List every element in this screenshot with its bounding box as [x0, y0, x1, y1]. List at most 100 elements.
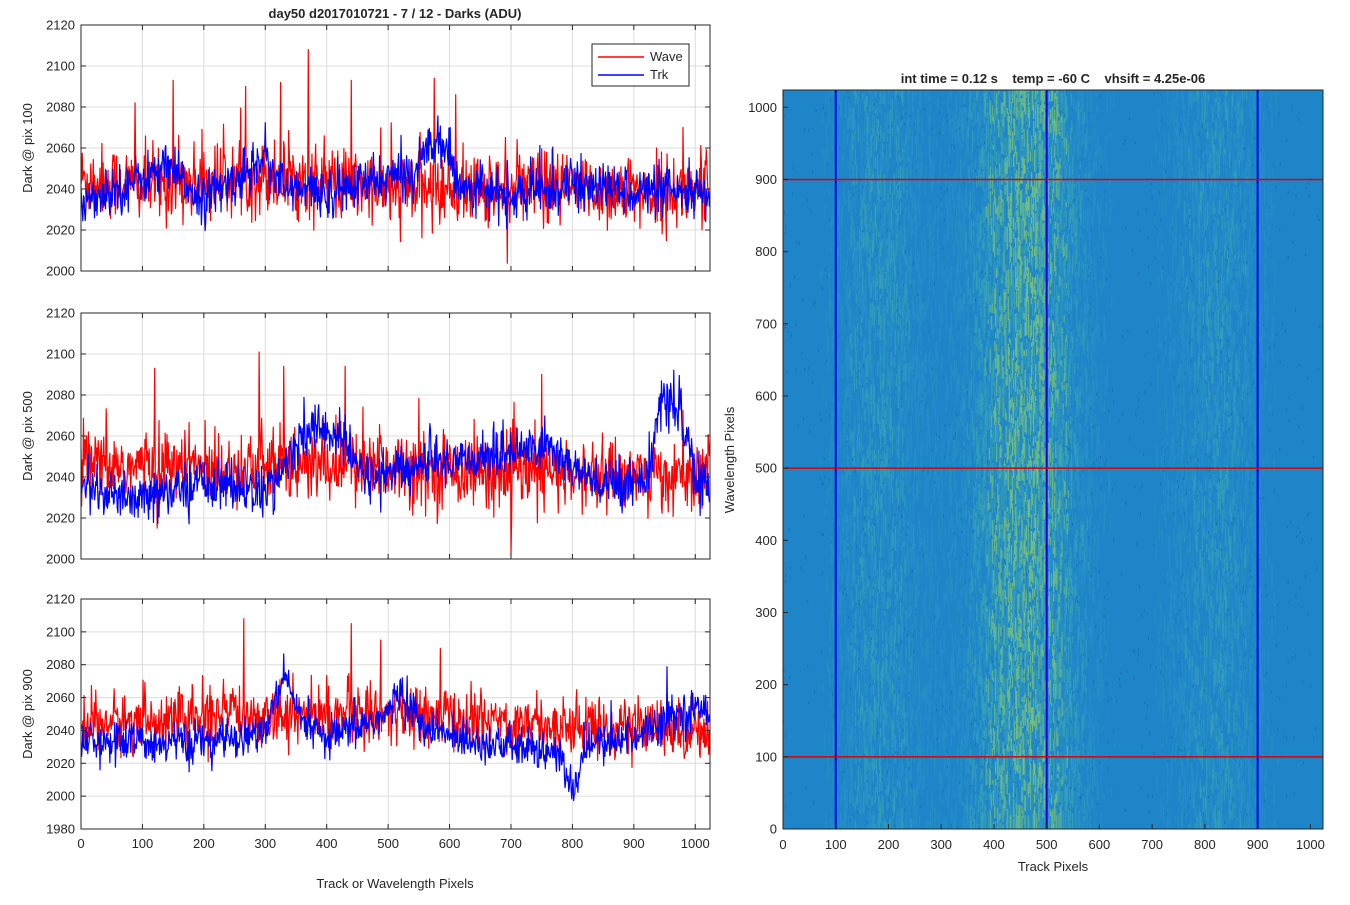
heatmap-streak: [981, 298, 982, 306]
heatmap-streak: [938, 205, 939, 215]
heatmap-streak: [968, 276, 969, 295]
heatmap-streak: [843, 474, 844, 486]
heatmap-streak: [884, 330, 885, 347]
heatmap-streak: [905, 584, 906, 605]
heatmap-streak: [840, 637, 841, 646]
heatmap-streak: [1016, 152, 1017, 164]
heatmap-streak: [848, 815, 849, 829]
heatmap-streak: [952, 493, 953, 497]
heatmap-streak: [895, 526, 896, 551]
heatmap-streak: [856, 187, 857, 197]
heatmap-streak: [935, 749, 936, 763]
heatmap-streak: [921, 278, 922, 285]
heatmap-streak: [952, 217, 953, 237]
heatmap-streak: [887, 511, 888, 525]
heatmap-streak: [939, 786, 940, 802]
heatmap-streak: [924, 379, 925, 397]
heatmap-streak: [865, 276, 866, 287]
heatmap-streak: [891, 765, 892, 773]
heatmap-streak: [832, 303, 833, 327]
y-tick-label: 2020: [46, 511, 75, 526]
heatmap-streak: [837, 600, 838, 616]
heatmap-streak: [975, 658, 976, 676]
heatmap-streak: [848, 552, 849, 577]
heatmap-streak: [841, 84, 842, 97]
heatmap-streak: [944, 685, 945, 701]
heatmap-streak: [857, 434, 858, 451]
heatmap-streak: [845, 197, 846, 205]
heatmap-streak: [918, 110, 919, 133]
heatmap-streak: [920, 332, 921, 347]
heatmap-streak: [1033, 726, 1034, 748]
y-tick-label: 2060: [46, 429, 75, 444]
heatmap-streak: [886, 314, 887, 320]
heatmap-streak: [912, 636, 913, 656]
heatmap-streak: [911, 731, 912, 752]
heatmap-streak: [881, 164, 882, 173]
heatmap-streak: [851, 573, 852, 587]
heatmap-streak: [862, 369, 863, 382]
heatmap-streak: [866, 618, 867, 643]
heatmap-streak: [960, 584, 961, 607]
heatmap-streak: [880, 454, 881, 458]
heatmap-streak: [1009, 359, 1010, 369]
heatmap-streak: [887, 190, 888, 199]
heatmap-streak: [964, 83, 965, 105]
heatmap-streak: [886, 146, 887, 165]
heatmap-streak: [923, 398, 924, 406]
heatmap-streak: [856, 306, 857, 322]
heatmap-streak: [943, 549, 944, 567]
heatmap-streak: [843, 244, 844, 248]
heatmap-streak: [995, 332, 996, 338]
heatmap-streak: [937, 99, 938, 110]
heatmap-streak: [851, 175, 852, 197]
heatmap-streak: [853, 359, 854, 363]
heatmap-streak: [842, 752, 843, 769]
heatmap-streak: [916, 631, 917, 651]
heatmap-streak: [1020, 760, 1021, 785]
heatmap-streak: [858, 124, 859, 142]
heatmap-streak: [881, 782, 882, 791]
heatmap-streak: [935, 436, 936, 440]
y-tick-label: 2080: [46, 657, 75, 672]
heatmap-streak: [900, 592, 901, 597]
heatmap-streak: [879, 619, 880, 641]
heatmap-streak: [862, 696, 863, 716]
heatmap-streak: [845, 745, 846, 755]
heatmap-streak: [967, 444, 968, 456]
heatmap-streak: [977, 727, 978, 744]
heatmap-streak: [972, 786, 973, 800]
x-tick-label: 400: [316, 836, 338, 851]
heatmap-streak: [948, 203, 949, 217]
heatmap-streak: [941, 262, 942, 279]
heatmap-streak: [941, 616, 942, 623]
heatmap-streak: [917, 777, 918, 794]
heatmap-streak: [893, 374, 894, 389]
x-tick-label: 800: [562, 836, 584, 851]
heatmap-streak: [866, 775, 867, 779]
heatmap-streak: [825, 721, 826, 730]
heatmap-streak: [925, 587, 926, 594]
heatmap-streak: [906, 167, 907, 186]
heatmap-streak: [863, 665, 864, 669]
heatmap-streak: [904, 162, 905, 171]
heatmap-streak: [932, 668, 933, 680]
heatmap-streak: [964, 522, 965, 536]
heatmap-streak: [969, 511, 970, 525]
heatmap-streak: [936, 472, 937, 485]
heatmap-streak: [879, 397, 880, 411]
heatmap-streak: [965, 388, 966, 392]
heatmap-streak: [906, 288, 907, 300]
heatmap-streak: [910, 501, 911, 518]
y-tick-label: 2100: [46, 347, 75, 362]
heatmap-streak: [963, 156, 964, 167]
heatmap-streak: [959, 719, 960, 744]
heatmap-streak: [1000, 638, 1001, 645]
heatmap-streak: [945, 470, 946, 486]
heatmap-streak: [837, 774, 838, 783]
heatmap-streak: [828, 105, 829, 127]
heatmap-streak: [856, 488, 857, 497]
heatmap-streak: [830, 818, 831, 829]
heatmap-streak: [893, 517, 894, 529]
heatmap-streak: [951, 425, 952, 442]
